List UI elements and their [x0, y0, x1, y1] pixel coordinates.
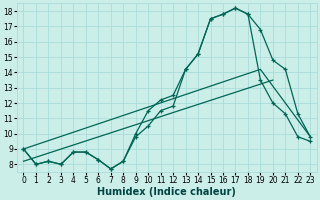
X-axis label: Humidex (Indice chaleur): Humidex (Indice chaleur) [98, 187, 236, 197]
